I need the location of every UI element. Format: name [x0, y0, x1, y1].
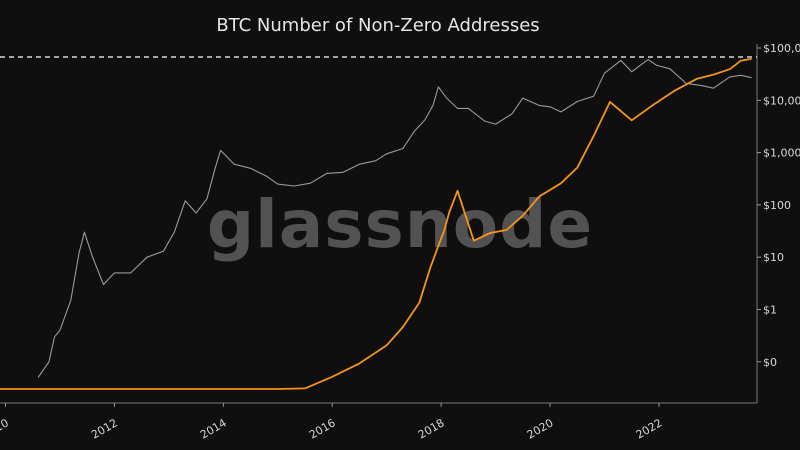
y-axis-ticks: $0 $1 $10 $100 $1,000 $10,000 $100,000 — [757, 42, 800, 369]
y-tick-label: $1 — [763, 304, 777, 317]
address-series-line — [0, 57, 752, 390]
plot-area: glassnode — [0, 44, 758, 404]
x-tick-label: 2010 — [0, 416, 11, 441]
price-series-line — [37, 59, 752, 378]
chart-title: BTC Number of Non-Zero Addresses — [216, 15, 539, 36]
y-tick-label: $100,000 — [763, 42, 800, 55]
y-tick-label: $0 — [763, 356, 777, 369]
glassnode-watermark: glassnode — [207, 186, 593, 263]
y-tick-label: $100 — [763, 199, 791, 212]
series-layer — [0, 57, 752, 390]
y-tick-label: $1,000 — [763, 147, 800, 160]
y-tick-label: $10 — [763, 251, 784, 264]
y-tick-label: $10,000 — [763, 94, 800, 107]
